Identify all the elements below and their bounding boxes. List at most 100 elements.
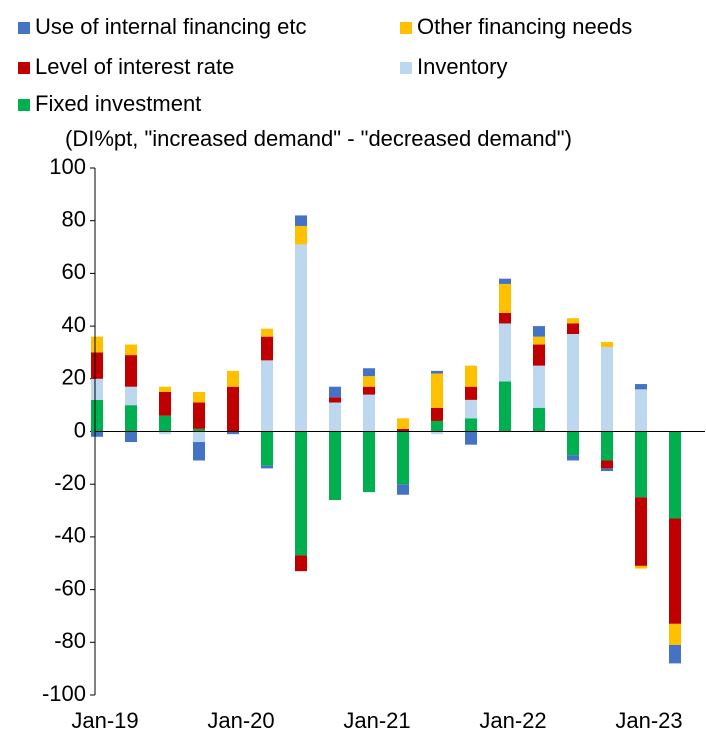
bar-segment	[125, 405, 137, 432]
bar-segment	[91, 431, 103, 437]
y-tick-label: -60	[54, 575, 86, 600]
bar-segment	[533, 336, 545, 345]
legend-label: Inventory	[417, 54, 508, 79]
bar-segment	[669, 623, 681, 645]
legend-swatch	[18, 99, 30, 111]
bar-segment	[261, 360, 273, 432]
bar-segment	[499, 278, 511, 284]
bar-segment	[465, 431, 477, 445]
y-tick-label: -20	[54, 470, 86, 495]
bar-segment	[295, 431, 307, 556]
bar-segment	[465, 399, 477, 419]
bar-segment	[635, 389, 647, 432]
bar-segment	[669, 644, 681, 664]
bar-segment	[533, 407, 545, 432]
legend-label: Level of interest rate	[35, 54, 234, 79]
bar-segment	[363, 394, 375, 432]
bar-segment	[635, 431, 647, 498]
bar-segment	[363, 376, 375, 387]
bar-segment	[329, 397, 341, 403]
bar-segment	[431, 407, 443, 421]
bar-segment	[567, 323, 579, 335]
bar-segment	[635, 384, 647, 390]
bar-segment	[159, 391, 171, 416]
legend-swatch	[18, 62, 30, 74]
bar-segment	[193, 431, 205, 443]
bar-segment	[567, 334, 579, 432]
bar-segment	[635, 565, 647, 569]
bar-segment	[295, 225, 307, 245]
bar-segment	[91, 399, 103, 432]
bar-segment	[431, 431, 443, 435]
bar-segment	[227, 370, 239, 387]
bar-segment	[159, 431, 171, 435]
bar-segment	[397, 428, 409, 432]
bar-segment	[363, 368, 375, 377]
bar-segment	[227, 431, 239, 435]
bar-segment	[431, 370, 443, 374]
bar-segment	[499, 312, 511, 324]
bar-segment	[125, 386, 137, 406]
bar-segment	[193, 402, 205, 429]
bar-segment	[295, 215, 307, 226]
bar-segment	[261, 431, 273, 466]
x-tick-label: Jan-23	[615, 708, 682, 733]
bar-segment	[363, 431, 375, 493]
legend-label: Use of internal financing etc	[35, 14, 307, 39]
bar-segment	[329, 402, 341, 432]
bar-segment	[431, 373, 443, 408]
bar-segment	[499, 283, 511, 313]
bar-segment	[397, 418, 409, 429]
legend-label: Other financing needs	[417, 14, 632, 39]
y-tick-label: 100	[49, 154, 86, 179]
bar-segment	[567, 455, 579, 461]
bar-segment	[91, 378, 103, 400]
bar-segment	[91, 336, 103, 353]
bar-segment	[601, 460, 613, 469]
y-tick-label: -40	[54, 523, 86, 548]
bar-segment	[397, 431, 409, 485]
bar-segment	[431, 420, 443, 432]
bar-segment	[397, 484, 409, 495]
y-tick-label: 0	[74, 417, 86, 442]
bar-segment	[635, 497, 647, 566]
bar-segment	[363, 386, 375, 395]
bar-segment	[329, 431, 341, 501]
x-tick-label: Jan-20	[207, 708, 274, 733]
bar-segment	[601, 431, 613, 461]
bar-segment	[91, 352, 103, 379]
bar-segment	[193, 442, 205, 461]
legend-swatch	[18, 22, 30, 34]
bar-segment	[601, 341, 613, 348]
y-tick-label: 20	[62, 365, 86, 390]
bar-segment	[499, 323, 511, 382]
bar-segment	[669, 431, 681, 519]
bar-segment	[159, 386, 171, 392]
bar-segment	[125, 355, 137, 387]
y-tick-label: 80	[62, 207, 86, 232]
bar-segment	[465, 418, 477, 432]
y-tick-label: -100	[42, 681, 86, 706]
bar-segment	[567, 318, 579, 324]
x-tick-label: Jan-19	[71, 708, 138, 733]
y-tick-label: 60	[62, 259, 86, 284]
y-tick-label: -80	[54, 628, 86, 653]
bar-segment	[193, 391, 205, 403]
bar-segment	[499, 381, 511, 432]
bar-segment	[227, 386, 239, 432]
legend-label: Fixed investment	[35, 91, 201, 116]
bar-segment	[193, 428, 205, 432]
bar-segment	[669, 518, 681, 624]
bar-segment	[261, 465, 273, 469]
bar-segment	[329, 386, 341, 398]
y-tick-label: 40	[62, 312, 86, 337]
bar-segment	[465, 386, 477, 400]
legend-swatch	[400, 22, 412, 34]
legend-swatch	[400, 62, 412, 74]
x-tick-label: Jan-22	[479, 708, 546, 733]
bar-segment	[295, 244, 307, 432]
bar-segment	[533, 326, 545, 337]
x-tick-label: Jan-21	[343, 708, 410, 733]
bar-segment	[465, 365, 477, 387]
